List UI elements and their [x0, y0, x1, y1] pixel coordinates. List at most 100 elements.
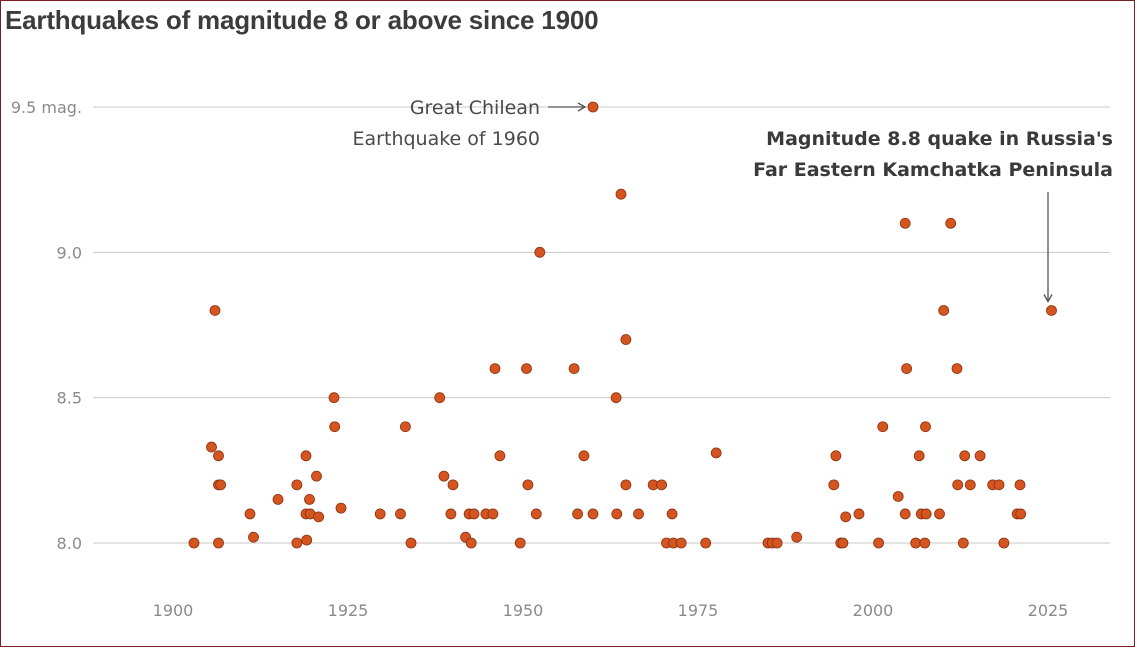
quake-point: [620, 334, 632, 345]
quake-point: [572, 508, 583, 520]
quake-point: [291, 537, 303, 549]
quake-point: [791, 531, 803, 543]
quake-point: [840, 511, 852, 523]
quake-point: [1014, 479, 1026, 491]
quake-point: [328, 392, 340, 404]
quake-point: [620, 479, 632, 491]
quake-point: [587, 101, 599, 113]
quake-point: [374, 508, 386, 520]
quake-point: [468, 508, 480, 520]
quake-point: [248, 531, 259, 543]
quake-point: [700, 537, 712, 549]
quake-point: [957, 537, 969, 549]
quake-point: [919, 537, 931, 549]
annotations: Great Chilean Earthquake of 1960 Magnitude…: [353, 97, 1113, 303]
gridlines: [93, 106, 1110, 544]
quake-point: [666, 508, 678, 520]
quake-point: [487, 508, 499, 520]
quake-point: [830, 450, 842, 462]
quake-point: [611, 508, 623, 520]
quake-point: [974, 450, 986, 462]
quake-point: [913, 450, 925, 462]
annotation-chile-line1: Great Chilean: [410, 97, 540, 119]
quake-point: [514, 537, 526, 549]
quake-point: [311, 470, 322, 482]
x-tick-label: 1975: [678, 601, 719, 620]
x-tick-label: 1900: [153, 601, 194, 620]
x-tick-label: 1950: [503, 601, 544, 620]
quake-point: [530, 508, 542, 520]
data-points: [188, 101, 1057, 549]
quake-point: [304, 493, 315, 505]
quake-point: [209, 305, 221, 316]
quake-point: [910, 537, 922, 549]
quake-point: [335, 502, 347, 514]
quake-point: [206, 441, 217, 453]
quake-point: [656, 479, 667, 491]
quake-point: [837, 537, 849, 549]
quake-point: [534, 246, 546, 258]
quake-point: [494, 450, 506, 462]
quake-point: [313, 511, 325, 523]
x-axis-ticks: 1900 1925 1950 1975 2000 2025: [153, 601, 1069, 620]
y-tick-label: 9.5 mag.: [11, 98, 82, 117]
quake-point: [877, 421, 889, 433]
quake-point: [1046, 305, 1057, 316]
quake-point: [489, 363, 501, 375]
quake-point: [633, 508, 644, 520]
quake-point: [521, 363, 532, 375]
quake-point: [920, 421, 931, 433]
quake-point: [610, 392, 622, 404]
quake-point: [964, 479, 976, 491]
quake-point: [959, 450, 971, 462]
quake-point: [899, 508, 911, 520]
annotation-kamchatka-line1: Magnitude 8.8 quake in Russia's: [766, 128, 1113, 150]
x-tick-label: 1925: [328, 601, 369, 620]
quake-point: [568, 363, 580, 375]
annotation-kamchatka-line2: Far Eastern Kamchatka Peninsula: [753, 159, 1113, 181]
quake-point: [901, 363, 912, 375]
quake-point: [993, 479, 1005, 491]
quake-point: [272, 493, 284, 505]
quake-point: [710, 447, 722, 459]
x-tick-label: 2000: [853, 601, 894, 620]
quake-point: [188, 537, 200, 549]
annotation-chile-line2: Earthquake of 1960: [353, 128, 540, 150]
quake-point: [938, 305, 950, 316]
quake-point: [300, 450, 312, 462]
quake-point: [951, 363, 963, 375]
quake-point: [998, 537, 1010, 549]
quake-point: [244, 508, 256, 520]
quake-point: [873, 537, 884, 549]
quake-point: [828, 479, 840, 491]
quake-point: [945, 217, 957, 229]
quake-point: [771, 537, 783, 549]
quake-point: [215, 479, 227, 491]
quake-point: [213, 537, 224, 549]
chart-title: Earthquakes of magnitude 8 or above sinc…: [5, 5, 599, 35]
quake-point: [291, 479, 303, 491]
quake-point: [434, 392, 446, 404]
quake-point: [587, 508, 599, 520]
x-tick-label: 2025: [1028, 601, 1069, 620]
quake-point: [1015, 508, 1027, 520]
quake-point: [438, 470, 450, 482]
y-tick-label: 8.0: [57, 534, 82, 553]
quake-point: [395, 508, 406, 520]
quake-point: [892, 491, 904, 502]
y-tick-label: 8.5: [57, 389, 82, 408]
quake-point: [952, 479, 964, 491]
quake-point: [329, 421, 341, 433]
quake-point: [213, 450, 224, 462]
quake-point: [934, 508, 945, 520]
quake-point: [615, 188, 627, 200]
quake-point: [405, 537, 417, 549]
quake-point: [578, 450, 590, 462]
quake-point: [447, 479, 459, 491]
quake-point: [920, 508, 932, 520]
quake-point: [301, 534, 313, 546]
quake-point: [899, 217, 911, 229]
quake-point: [445, 508, 457, 520]
quake-point: [522, 479, 534, 491]
